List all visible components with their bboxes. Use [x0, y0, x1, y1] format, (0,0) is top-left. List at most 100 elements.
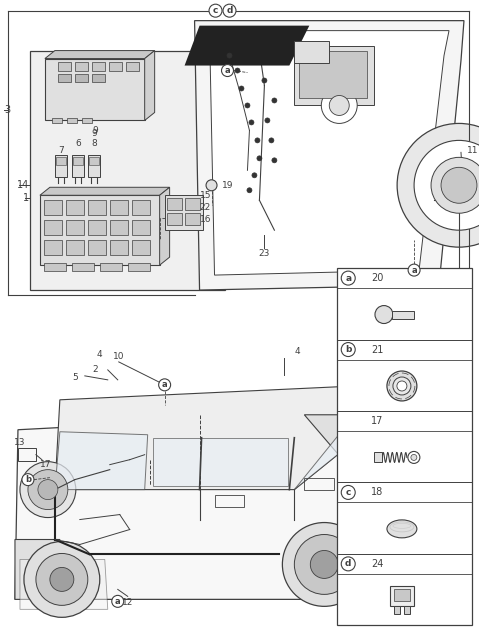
Bar — [394, 606, 400, 614]
Bar — [18, 448, 36, 461]
Bar — [304, 478, 334, 490]
Polygon shape — [185, 26, 309, 65]
Bar — [45, 58, 144, 121]
Bar — [66, 200, 84, 215]
Bar — [109, 62, 122, 70]
Circle shape — [265, 118, 270, 123]
Circle shape — [393, 377, 411, 395]
Circle shape — [159, 379, 170, 391]
Bar — [88, 200, 106, 215]
Bar — [88, 220, 106, 235]
Bar — [126, 62, 139, 70]
Bar — [374, 452, 382, 462]
Polygon shape — [45, 51, 155, 58]
Bar — [404, 606, 410, 614]
Bar — [44, 220, 62, 235]
Circle shape — [397, 381, 407, 391]
Bar — [82, 119, 92, 124]
Circle shape — [397, 124, 480, 247]
Bar — [44, 263, 66, 271]
Circle shape — [408, 452, 420, 463]
Bar — [58, 62, 71, 70]
Bar — [128, 263, 150, 271]
Text: 4: 4 — [97, 350, 103, 359]
Circle shape — [206, 180, 217, 191]
Circle shape — [431, 158, 480, 214]
Text: 18: 18 — [371, 487, 384, 497]
Text: 2: 2 — [92, 365, 97, 374]
Text: a: a — [411, 266, 417, 274]
Bar — [88, 155, 100, 177]
Circle shape — [282, 522, 366, 607]
Circle shape — [262, 78, 267, 83]
Polygon shape — [20, 560, 108, 609]
Circle shape — [294, 534, 354, 594]
Bar — [110, 240, 128, 255]
Bar — [337, 268, 472, 625]
Circle shape — [341, 271, 355, 285]
Polygon shape — [40, 187, 169, 195]
Bar — [390, 587, 414, 606]
Bar — [88, 240, 106, 255]
Circle shape — [22, 474, 34, 485]
Bar — [40, 195, 160, 265]
Bar — [66, 220, 84, 235]
Circle shape — [227, 53, 232, 58]
Circle shape — [257, 156, 262, 161]
Text: d: d — [226, 6, 233, 15]
Circle shape — [38, 480, 58, 500]
Bar — [75, 73, 88, 82]
Circle shape — [414, 141, 480, 230]
Bar — [72, 155, 84, 177]
Text: b: b — [345, 345, 351, 354]
Circle shape — [252, 173, 257, 178]
Text: 1: 1 — [23, 193, 29, 203]
Text: 24: 24 — [371, 559, 384, 569]
Circle shape — [341, 557, 355, 571]
Text: 19: 19 — [221, 181, 233, 190]
Bar — [66, 240, 84, 255]
Polygon shape — [210, 31, 449, 275]
Bar — [92, 62, 105, 70]
Bar — [100, 263, 122, 271]
Text: 5: 5 — [72, 374, 78, 382]
Text: 9: 9 — [91, 129, 96, 138]
Text: 10: 10 — [113, 352, 124, 361]
Bar — [132, 220, 150, 235]
Polygon shape — [55, 431, 148, 490]
Circle shape — [223, 4, 236, 17]
Text: 14: 14 — [17, 180, 29, 190]
Bar — [58, 73, 71, 82]
Bar — [392, 311, 414, 318]
Bar — [294, 41, 329, 63]
Bar — [185, 198, 200, 210]
Bar — [30, 51, 225, 290]
Circle shape — [375, 306, 393, 323]
Text: a: a — [115, 597, 120, 606]
Text: 22: 22 — [200, 203, 211, 212]
Circle shape — [247, 188, 252, 193]
Text: a: a — [225, 66, 230, 75]
Bar — [167, 214, 181, 225]
Text: b: b — [25, 475, 31, 484]
Bar — [110, 220, 128, 235]
Text: 21: 21 — [371, 345, 384, 355]
Bar — [92, 73, 105, 82]
Bar — [72, 263, 94, 271]
Bar — [132, 240, 150, 255]
Text: 17: 17 — [371, 416, 384, 426]
Circle shape — [36, 553, 88, 605]
Text: 17: 17 — [40, 460, 51, 469]
Polygon shape — [160, 187, 169, 265]
Circle shape — [341, 485, 355, 499]
Text: a: a — [162, 381, 168, 389]
Circle shape — [221, 65, 233, 77]
Bar — [165, 195, 203, 230]
Circle shape — [411, 455, 417, 460]
Circle shape — [239, 86, 244, 91]
Text: 9: 9 — [92, 126, 97, 135]
Bar — [394, 589, 410, 601]
Circle shape — [272, 158, 277, 163]
Text: 11: 11 — [467, 146, 479, 155]
Polygon shape — [15, 414, 404, 599]
